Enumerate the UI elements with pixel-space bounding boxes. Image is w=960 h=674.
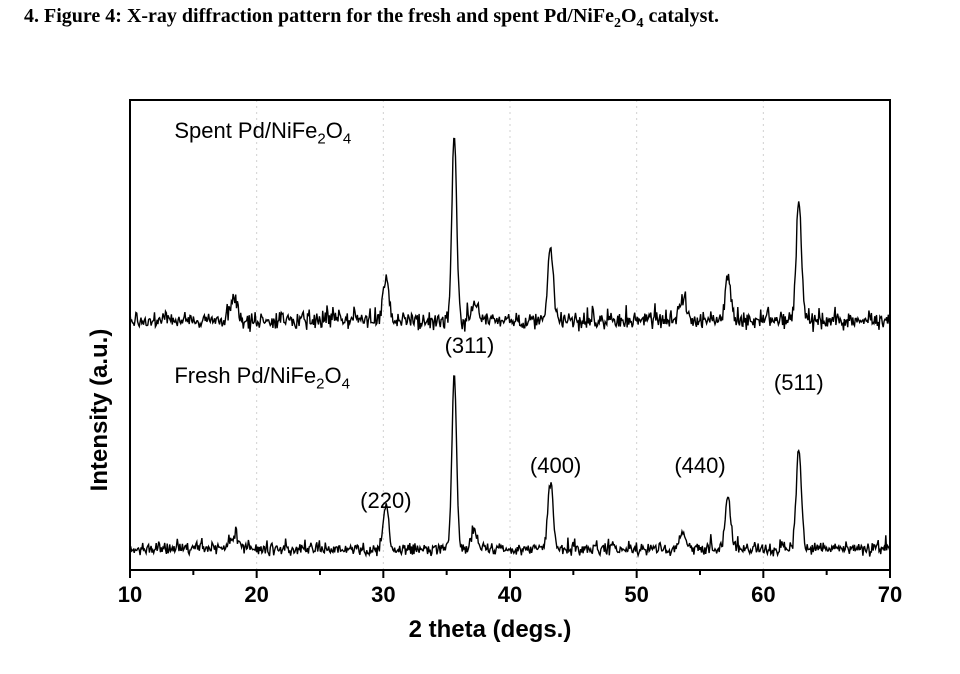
caption-sub-2: 4 — [637, 16, 644, 31]
caption-text-3: catalyst. — [644, 5, 720, 27]
xrd-chart: Intensity (a.u.) 10 20 30 40 50 60 70 Spent Pd/… — [70, 90, 910, 650]
x-tick-label: 10 — [118, 582, 142, 607]
x-axis-label: 2 theta (degs.) — [70, 616, 910, 644]
x-tick-label: 30 — [371, 582, 395, 607]
caption-text-2: O — [621, 5, 637, 27]
x-tick-label: 40 — [498, 582, 522, 607]
figure-root: 4. Figure 4: X-ray diffraction pattern f… — [0, 0, 960, 674]
peak-label: (220) — [360, 488, 411, 513]
xrd-svg: 10 20 30 40 50 60 70 Spent Pd/NiFe2O4 Fresh Pd/N… — [70, 90, 910, 610]
series-label-spent: Spent Pd/NiFe2O4 — [174, 118, 454, 152]
peak-label: (400) — [530, 453, 581, 478]
caption-sub-1: 2 — [614, 16, 621, 31]
peak-label: (511) — [774, 370, 824, 395]
peak-label: (311) — [445, 333, 495, 358]
x-tick-label: 70 — [878, 582, 902, 607]
caption-text-1: 4. Figure 4: X-ray diffraction pattern f… — [24, 5, 614, 27]
figure-caption: 4. Figure 4: X-ray diffraction pattern f… — [24, 4, 936, 33]
peak-label: (440) — [674, 453, 725, 478]
x-tick-label: 50 — [624, 582, 648, 607]
x-tick-label: 60 — [751, 582, 775, 607]
y-axis-label: Intensity (a.u.) — [86, 329, 114, 492]
series-label-fresh: Fresh Pd/NiFe2O4 — [174, 363, 454, 397]
x-tick-label: 20 — [244, 582, 268, 607]
